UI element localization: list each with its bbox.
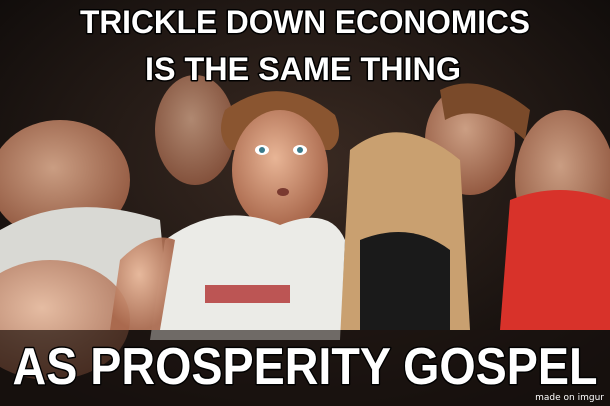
top-text: TRICKLE DOWN ECONOMICS (80, 4, 530, 40)
top-text: IS THE SAME THING (145, 51, 461, 87)
watermark: made on imgur (535, 393, 604, 403)
bottom-text: AS PROSPERITY GOSPEL (13, 338, 598, 396)
